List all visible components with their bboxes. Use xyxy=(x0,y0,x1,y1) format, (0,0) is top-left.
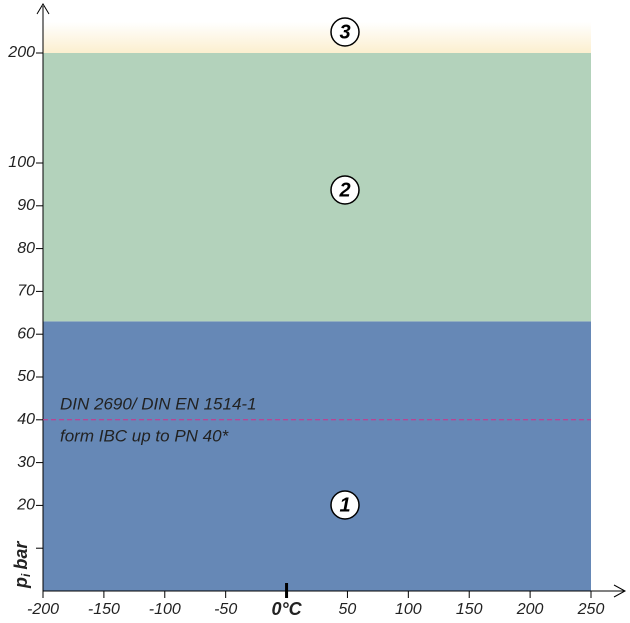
y-label-main: p xyxy=(11,577,31,589)
x-tick-label: 0°C xyxy=(271,599,302,619)
region xyxy=(43,53,591,322)
y-label-unit: bar xyxy=(11,541,31,570)
region xyxy=(43,321,591,591)
y-tick-label: 50 xyxy=(17,368,35,385)
region-badge xyxy=(330,490,360,520)
x-tick-label: 250 xyxy=(577,601,605,618)
region xyxy=(43,22,591,53)
region-label: 3 xyxy=(339,21,350,43)
x-tick-label: -50 xyxy=(214,601,237,618)
y-tick-label: 80 xyxy=(17,240,35,257)
y-tick-label: 100 xyxy=(8,154,35,171)
y-axis-label: pi bar xyxy=(11,541,33,589)
region-label: 1 xyxy=(339,494,350,516)
x-axis-arrow xyxy=(613,584,627,598)
x-tick-label: 150 xyxy=(456,601,483,618)
y-tick-label: 40 xyxy=(17,411,35,428)
y-axis-arrow xyxy=(36,3,50,15)
x-tick-label: -200 xyxy=(27,601,59,618)
reference-label: form IBC up to PN 40* xyxy=(60,426,230,445)
x-tick-label: -150 xyxy=(88,601,120,618)
x-tick-label: 200 xyxy=(516,601,544,618)
y-tick-label: 20 xyxy=(16,497,35,514)
y-tick-label: 70 xyxy=(17,283,35,300)
region-badge xyxy=(330,175,360,205)
y-label-sub: i xyxy=(19,573,33,577)
y-tick-label: 60 xyxy=(17,325,35,342)
x-tick-label: -100 xyxy=(149,601,181,618)
reference-label: DIN 2690/ DIN EN 1514-1 xyxy=(60,394,257,413)
x-tick-label: 50 xyxy=(339,601,357,618)
y-tick-label: 90 xyxy=(17,197,35,214)
x-tick-label: 100 xyxy=(395,601,422,618)
y-tick-label: 30 xyxy=(17,454,35,471)
regions: 1 2 3 xyxy=(43,17,591,591)
y-tick-label: 200 xyxy=(7,44,35,61)
region-label: 2 xyxy=(338,179,350,201)
region-badge xyxy=(330,17,360,47)
